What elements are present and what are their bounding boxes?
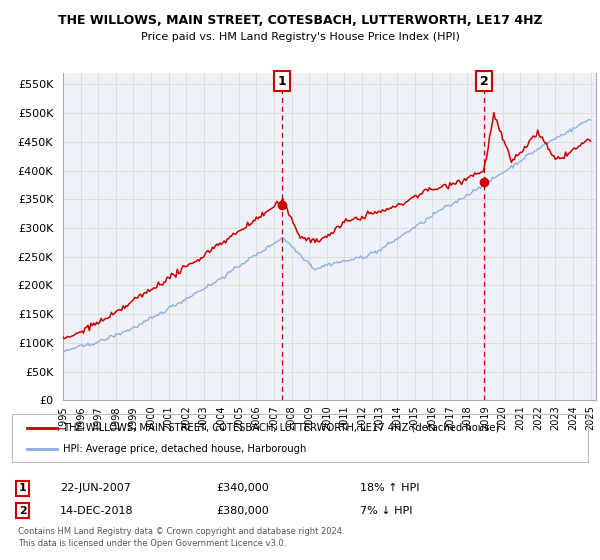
Text: 7% ↓ HPI: 7% ↓ HPI (360, 506, 413, 516)
Text: THE WILLOWS, MAIN STREET, COTESBACH, LUTTERWORTH, LE17 4HZ (detached house): THE WILLOWS, MAIN STREET, COTESBACH, LUT… (63, 423, 499, 433)
Text: 1: 1 (19, 483, 26, 493)
Text: 2: 2 (480, 75, 488, 88)
Text: 22-JUN-2007: 22-JUN-2007 (60, 483, 131, 493)
Text: HPI: Average price, detached house, Harborough: HPI: Average price, detached house, Harb… (63, 444, 307, 454)
Text: 2: 2 (19, 506, 26, 516)
Text: Price paid vs. HM Land Registry's House Price Index (HPI): Price paid vs. HM Land Registry's House … (140, 32, 460, 43)
Text: £340,000: £340,000 (216, 483, 269, 493)
Text: THE WILLOWS, MAIN STREET, COTESBACH, LUTTERWORTH, LE17 4HZ: THE WILLOWS, MAIN STREET, COTESBACH, LUT… (58, 14, 542, 27)
Text: 1: 1 (278, 75, 287, 88)
Text: 18% ↑ HPI: 18% ↑ HPI (360, 483, 419, 493)
Text: 14-DEC-2018: 14-DEC-2018 (60, 506, 134, 516)
Text: £380,000: £380,000 (216, 506, 269, 516)
Text: Contains HM Land Registry data © Crown copyright and database right 2024.
This d: Contains HM Land Registry data © Crown c… (18, 527, 344, 548)
